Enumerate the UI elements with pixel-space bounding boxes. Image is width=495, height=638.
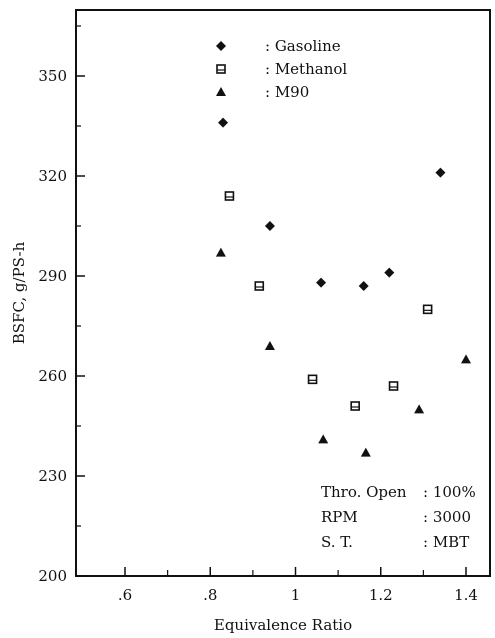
x-tick-label-3: 1.2 (369, 586, 393, 604)
legend-label-methanol: : Methanol (265, 60, 347, 78)
note-key-0: Thro. Open (321, 483, 407, 501)
y-tick-label-2: 260 (38, 367, 67, 385)
gasoline-point-2 (316, 277, 327, 288)
gasoline-point-5 (435, 167, 446, 178)
y-tick-label-0: 200 (38, 567, 67, 585)
m90-point-3 (360, 447, 371, 457)
note-key-1: RPM (321, 508, 358, 526)
legend: : Gasoline : Methanol : M90 (216, 37, 347, 101)
x-axis-title: Equivalence Ratio (214, 616, 352, 634)
m90-point-2 (318, 434, 329, 444)
m90-point-5 (461, 354, 471, 364)
gasoline-point-4 (384, 267, 395, 278)
y-axis-title: BSFC, g/PS-h (10, 241, 28, 344)
plot-frame (75, 9, 491, 577)
x-tick-label-4: 1.4 (454, 586, 478, 604)
methanol-point-4 (388, 381, 399, 391)
methanol-point-3 (350, 401, 360, 411)
m90-point-4 (414, 404, 425, 414)
y-tick-label-5: 350 (38, 67, 67, 85)
x-tick-label-0: .6 (118, 586, 132, 604)
methanol-point-0 (224, 191, 235, 201)
conditions-note: Thro. Open : 100% RPM : 3000 S. T. : MBT (321, 483, 476, 551)
methanol-point-2 (307, 374, 318, 385)
gasoline-point-0 (218, 117, 229, 128)
tick-labels: .6 .8 1 1.2 1.4 200 230 260 290 320 350 (38, 67, 478, 604)
y-tick-label-1: 230 (38, 467, 67, 485)
legend-marker-m90 (216, 87, 226, 96)
note-key-2: S. T. (321, 533, 353, 551)
note-value-2: : MBT (423, 533, 469, 551)
gasoline-point-3 (358, 281, 369, 291)
legend-label-m90: : M90 (265, 83, 309, 101)
legend-marker-methanol (216, 64, 226, 74)
data-markers (215, 117, 471, 457)
gasoline-point-1 (264, 221, 275, 231)
legend-marker-gasoline (216, 41, 226, 51)
m90-point-0 (215, 247, 226, 257)
x-tick-label-1: .8 (203, 586, 217, 604)
y-tick-label-4: 320 (38, 167, 67, 185)
tick-marks (76, 25, 467, 577)
legend-label-gasoline: : Gasoline (265, 37, 341, 55)
methanol-point-1 (254, 281, 265, 291)
note-value-1: : 3000 (423, 508, 471, 526)
note-value-0: : 100% (423, 483, 476, 501)
y-tick-label-3: 290 (38, 267, 67, 285)
methanol-point-5 (422, 304, 433, 315)
m90-point-1 (264, 341, 275, 350)
x-tick-label-2: 1 (291, 586, 301, 604)
